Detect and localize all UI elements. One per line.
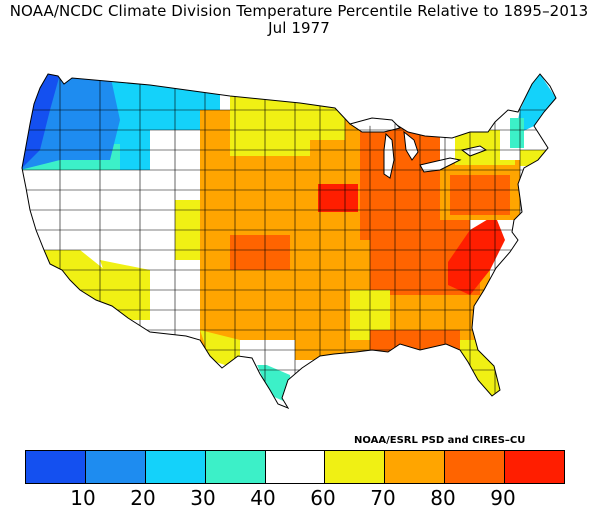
region-south-texas-teal bbox=[255, 360, 292, 405]
legend-swatch bbox=[325, 451, 386, 483]
legend-tick: 70 bbox=[370, 486, 396, 510]
legend-swatch bbox=[145, 451, 206, 483]
legend-swatch bbox=[265, 451, 326, 483]
legend-tick: 20 bbox=[130, 486, 156, 510]
legend-swatch bbox=[505, 451, 565, 483]
legend-swatch bbox=[85, 451, 146, 483]
legend-tick: 30 bbox=[190, 486, 216, 510]
map-title: NOAA/NCDC Climate Division Temperature P… bbox=[9, 2, 589, 20]
region-kansas-darkorange bbox=[230, 235, 290, 270]
legend-swatch bbox=[205, 451, 266, 483]
legend-tick: 10 bbox=[70, 486, 96, 510]
legend-swatch bbox=[385, 451, 446, 483]
region-texas-panhandle-white bbox=[240, 340, 295, 365]
region-nh-teal bbox=[510, 118, 524, 148]
legend-tick: 60 bbox=[310, 486, 336, 510]
region-ma-yellow bbox=[520, 150, 550, 166]
region-north-dakota-yellow bbox=[230, 96, 310, 156]
region-pennsylvania-darkorange bbox=[450, 175, 510, 215]
legend-tick: 90 bbox=[490, 486, 516, 510]
region-iowa-red bbox=[318, 184, 358, 212]
legend-swatch bbox=[26, 451, 86, 483]
legend-tick: 80 bbox=[430, 486, 456, 510]
data-credit: NOAA/ESRL PSD and CIRES–CU bbox=[354, 435, 526, 446]
region-new-mexico-white bbox=[150, 260, 190, 330]
region-maine-cyan bbox=[515, 74, 556, 135]
color-legend bbox=[25, 450, 565, 484]
legend-tick: 40 bbox=[250, 486, 276, 510]
region-carolinas-red bbox=[448, 215, 505, 295]
region-california-coast-yellow bbox=[40, 250, 130, 320]
map-subtitle: Jul 1977 bbox=[268, 19, 330, 37]
legend-swatch bbox=[445, 451, 506, 483]
